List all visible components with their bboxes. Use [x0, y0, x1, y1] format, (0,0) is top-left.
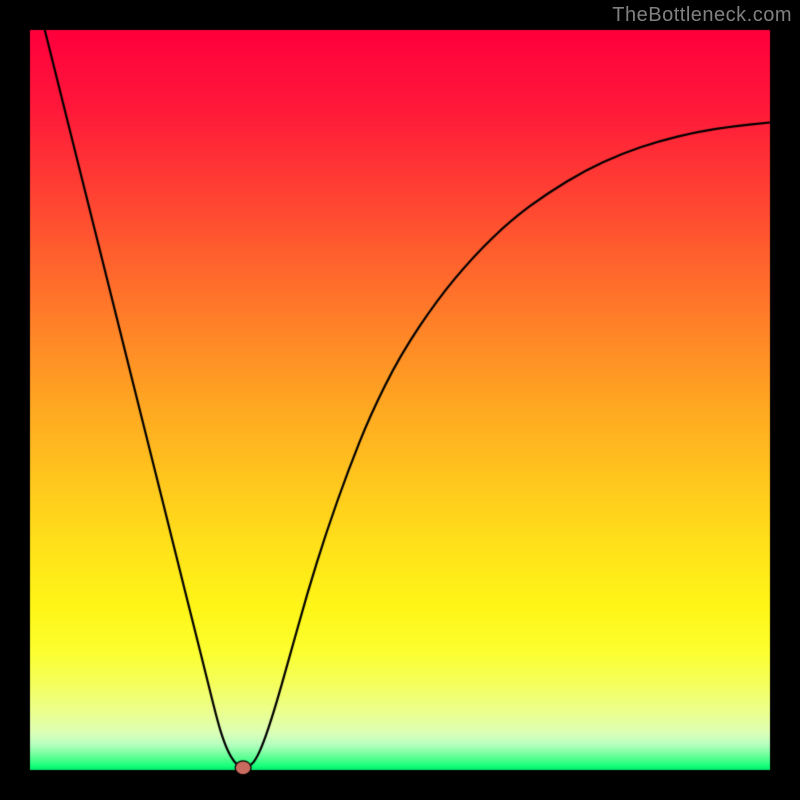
chart-container: TheBottleneck.com — [0, 0, 800, 800]
bottleneck-chart-canvas — [0, 0, 800, 800]
watermark-label: TheBottleneck.com — [612, 4, 792, 27]
